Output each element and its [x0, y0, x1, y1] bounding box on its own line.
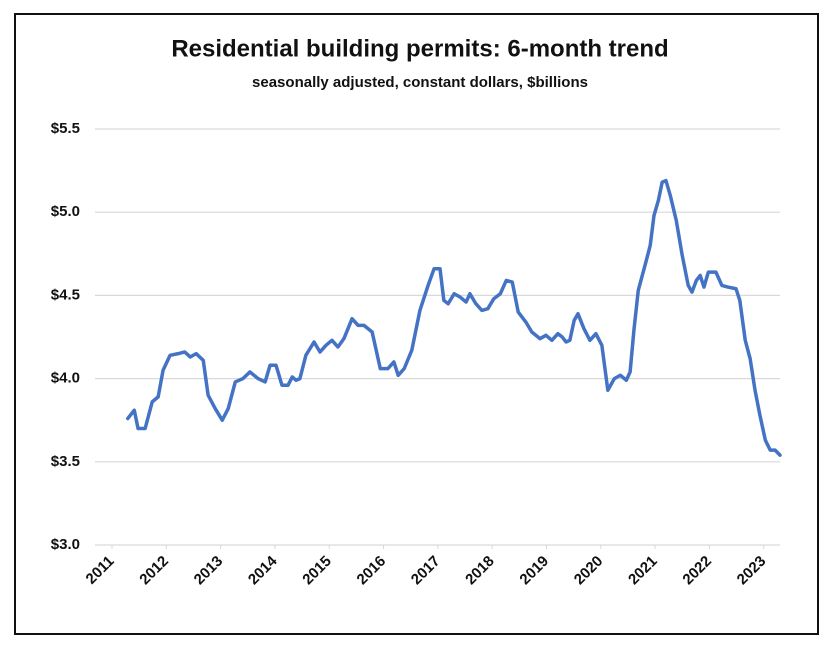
line [126, 178, 782, 457]
y-tick-label: $3.0 [51, 536, 80, 553]
y-tick-label: $4.0 [51, 370, 80, 387]
y-tick-label: $5.5 [51, 120, 80, 137]
chart-subtitle: seasonally adjusted, constant dollars, $… [252, 74, 588, 91]
y-tick-label: $5.0 [51, 203, 80, 220]
chart-title: Residential building permits: 6-month tr… [171, 35, 668, 62]
y-tick-label: $3.5 [51, 453, 80, 470]
y-tick-label: $4.5 [51, 286, 80, 303]
